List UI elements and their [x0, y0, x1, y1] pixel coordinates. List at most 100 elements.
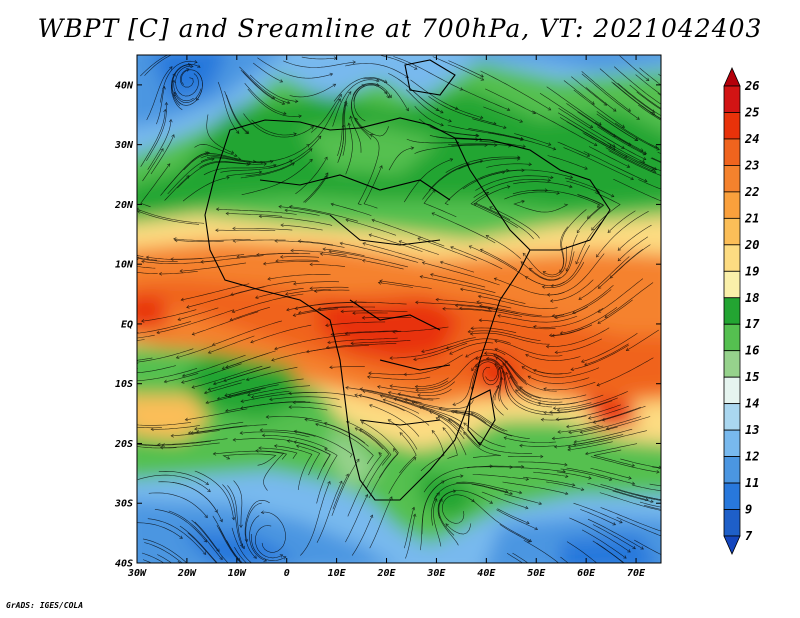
streamline-arrow [157, 442, 161, 447]
streamline [500, 365, 545, 413]
streamline-arrow [486, 356, 490, 361]
streamline-arrow [216, 396, 221, 401]
streamline-arrow [480, 77, 485, 81]
streamline [340, 310, 408, 312]
streamline [256, 252, 299, 256]
streamline-arrow [118, 422, 121, 425]
streamline-arrow [388, 94, 392, 99]
streamline-arrow [448, 119, 452, 123]
streamline-arrow [564, 491, 569, 496]
streamline [225, 350, 276, 368]
streamline-arrow [497, 314, 501, 318]
streamline-arrow [672, 121, 675, 124]
streamline [328, 250, 408, 268]
streamline-arrow [291, 162, 295, 166]
streamline [190, 424, 268, 434]
streamline-arrow [520, 137, 524, 142]
streamline-arrow [627, 142, 632, 146]
streamline [247, 88, 302, 117]
streamline [137, 368, 138, 369]
streamline-arrow [210, 588, 213, 591]
streamline-arrow [495, 356, 499, 360]
streamline [485, 88, 536, 114]
streamline [183, 153, 241, 171]
streamline [181, 363, 242, 383]
streamline [473, 203, 534, 240]
streamline [383, 399, 420, 414]
streamline-arrow [259, 428, 263, 432]
streamline [140, 163, 171, 208]
streamline [242, 71, 275, 100]
streamline-arrow [505, 371, 509, 376]
streamline-arrow [642, 156, 647, 161]
streamline [216, 525, 242, 563]
streamline [171, 430, 220, 437]
streamline [606, 416, 651, 430]
streamline [519, 386, 587, 400]
streamline [254, 525, 283, 559]
streamline [206, 114, 234, 154]
streamline-arrow [225, 365, 229, 369]
streamline [257, 57, 333, 79]
streamline [566, 541, 598, 563]
streamline [553, 402, 592, 409]
streamline [592, 524, 636, 550]
streamline-arrow [549, 299, 554, 303]
streamline-arrow [445, 523, 449, 527]
streamline-arrow [542, 271, 547, 275]
streamline [609, 244, 651, 279]
lat-tick-label: 40N [115, 80, 134, 91]
streamline [362, 260, 404, 270]
streamline [479, 305, 542, 316]
streamline [260, 429, 316, 437]
streamline [504, 360, 557, 392]
lat-tick-label: 30N [114, 140, 134, 151]
streamline-arrow [610, 193, 615, 198]
streamline [522, 246, 567, 278]
streamline [593, 449, 635, 467]
streamline [520, 251, 575, 281]
streamline [247, 385, 311, 396]
streamline-arrow [172, 72, 176, 77]
streamline-arrow [430, 273, 434, 277]
streamline [439, 408, 508, 432]
streamline [484, 352, 527, 382]
colorbar-bottom-arrow [723, 535, 741, 555]
streamline-arrow [226, 456, 231, 460]
streamline [419, 118, 479, 137]
streamline-arrow [261, 433, 266, 438]
streamline-arrow [161, 443, 165, 447]
streamline [466, 466, 513, 469]
streamline-arrow [196, 50, 199, 53]
streamline [331, 203, 372, 216]
streamline [196, 426, 235, 433]
colorbar: 26 25 24 23 22 21 20 19 18 17 16 15 14 13 12 11 9 7 [723, 67, 760, 555]
streamline [542, 262, 585, 288]
streamline-arrow [630, 176, 634, 181]
streamline-arrow [298, 114, 302, 119]
streamline-arrow [310, 126, 314, 130]
streamline [137, 257, 178, 262]
streamline-arrow [315, 422, 319, 427]
streamline [290, 250, 347, 256]
streamline-arrow [662, 119, 665, 122]
streamline [613, 66, 661, 105]
streamline [556, 404, 621, 420]
streamline [580, 509, 616, 526]
streamline-arrow [557, 430, 561, 434]
streamline [232, 293, 304, 313]
streamline [442, 427, 458, 459]
streamline [437, 490, 459, 546]
streamline-arrow [398, 240, 403, 244]
streamline-arrow [169, 66, 173, 70]
streamline-arrow [215, 228, 219, 232]
streamline-arrow [389, 356, 393, 360]
streamline [639, 161, 661, 172]
streamline [255, 450, 285, 491]
streamline-arrow [448, 418, 452, 422]
streamline [542, 226, 569, 276]
streamline [649, 111, 661, 120]
streamline-arrow [568, 430, 572, 435]
streamline-arrow [393, 397, 397, 402]
streamline-arrow [675, 511, 678, 514]
